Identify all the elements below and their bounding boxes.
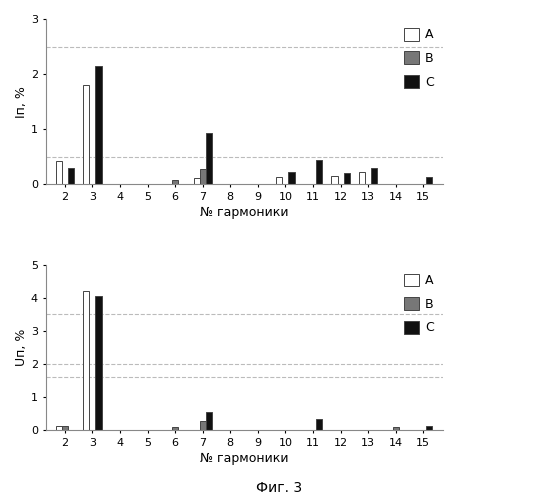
Y-axis label: Uп, %: Uп, % bbox=[15, 329, 28, 366]
Bar bbox=[95, 296, 102, 430]
Legend: A, B, C: A, B, C bbox=[401, 25, 436, 91]
Bar bbox=[426, 426, 432, 430]
Bar bbox=[344, 174, 350, 184]
Bar bbox=[316, 418, 322, 430]
Bar bbox=[194, 178, 200, 184]
Bar bbox=[95, 66, 102, 184]
Bar bbox=[83, 85, 89, 184]
Legend: A, B, C: A, B, C bbox=[401, 271, 436, 337]
Text: Фиг. 3: Фиг. 3 bbox=[256, 481, 302, 495]
Bar bbox=[56, 161, 62, 184]
Bar bbox=[393, 427, 399, 430]
Bar bbox=[206, 412, 212, 430]
Bar bbox=[200, 421, 206, 430]
Bar bbox=[276, 177, 282, 184]
X-axis label: № гармоники: № гармоники bbox=[200, 452, 288, 465]
Bar bbox=[200, 169, 206, 184]
Bar bbox=[172, 180, 178, 184]
Bar bbox=[288, 172, 295, 184]
Bar bbox=[316, 160, 322, 184]
Bar bbox=[83, 292, 89, 430]
Bar bbox=[331, 176, 338, 184]
Bar bbox=[371, 168, 377, 184]
Bar bbox=[68, 168, 74, 184]
Y-axis label: Iп, %: Iп, % bbox=[15, 86, 28, 117]
Bar bbox=[206, 133, 212, 184]
Bar bbox=[359, 172, 365, 184]
Bar bbox=[62, 426, 68, 430]
Bar bbox=[172, 427, 178, 430]
Bar bbox=[56, 426, 62, 430]
X-axis label: № гармоники: № гармоники bbox=[200, 206, 288, 219]
Bar bbox=[426, 177, 432, 184]
